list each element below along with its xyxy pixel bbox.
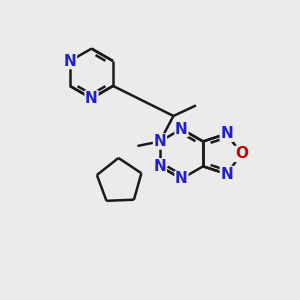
Text: N: N <box>220 126 233 141</box>
Text: N: N <box>64 53 76 69</box>
Text: N: N <box>154 159 166 174</box>
Text: N: N <box>154 134 166 149</box>
Text: N: N <box>175 122 188 136</box>
Text: N: N <box>220 167 233 182</box>
Text: N: N <box>85 91 98 106</box>
Text: O: O <box>235 146 248 161</box>
Text: N: N <box>175 171 188 186</box>
